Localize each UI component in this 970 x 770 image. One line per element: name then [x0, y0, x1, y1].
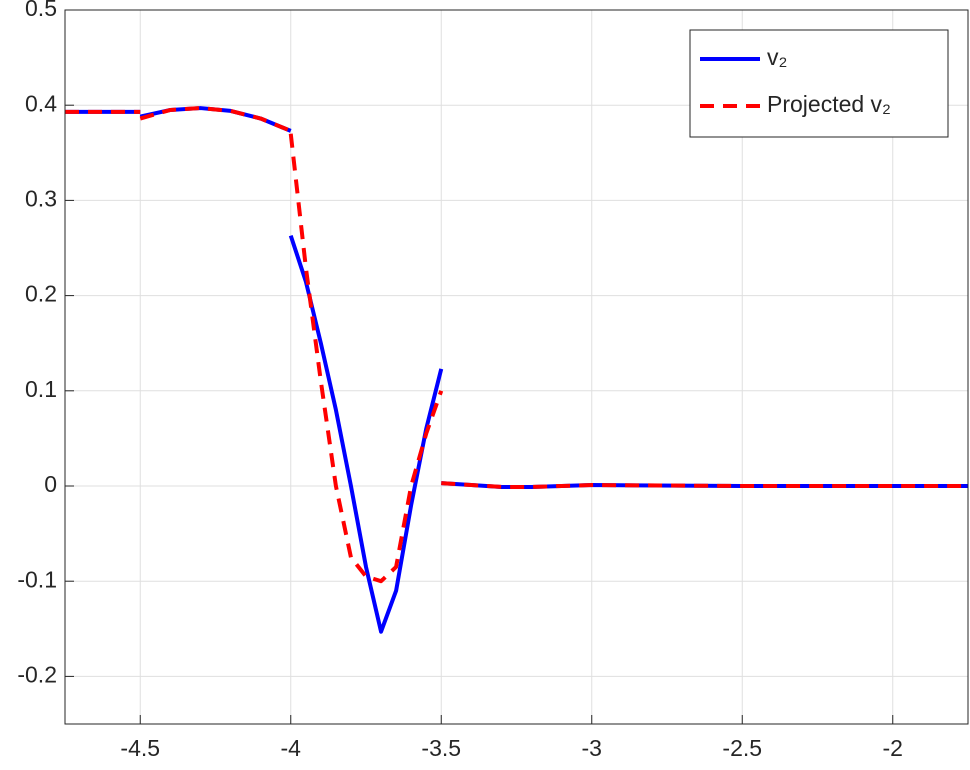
legend-label: v₂: [767, 44, 787, 70]
x-tick-label: -2.5: [722, 735, 762, 761]
y-tick-label: -0.1: [17, 566, 57, 592]
legend: v₂ Projected v₂: [689, 29, 949, 138]
y-tick-label: 0.1: [25, 376, 57, 402]
x-tick-label: -3.5: [421, 735, 461, 761]
legend-box: [689, 29, 949, 138]
y-tick-label: 0.4: [25, 90, 57, 116]
axes-box: [64, 9, 969, 725]
legend-label: Projected v₂: [767, 91, 891, 117]
y-tick-label: -0.2: [17, 661, 57, 687]
y-tick-label: 0.3: [25, 185, 57, 211]
y-tick-label: 0.2: [25, 281, 57, 307]
x-tick-label: -3: [582, 735, 602, 761]
y-tick-label: 0: [44, 471, 57, 497]
y-tick-label: 0.5: [25, 0, 57, 21]
x-tick-label: -4: [281, 735, 302, 761]
x-tick-label: -4.5: [120, 735, 160, 761]
data-line: [65, 106, 968, 584]
x-tick-label: -2: [883, 735, 903, 761]
